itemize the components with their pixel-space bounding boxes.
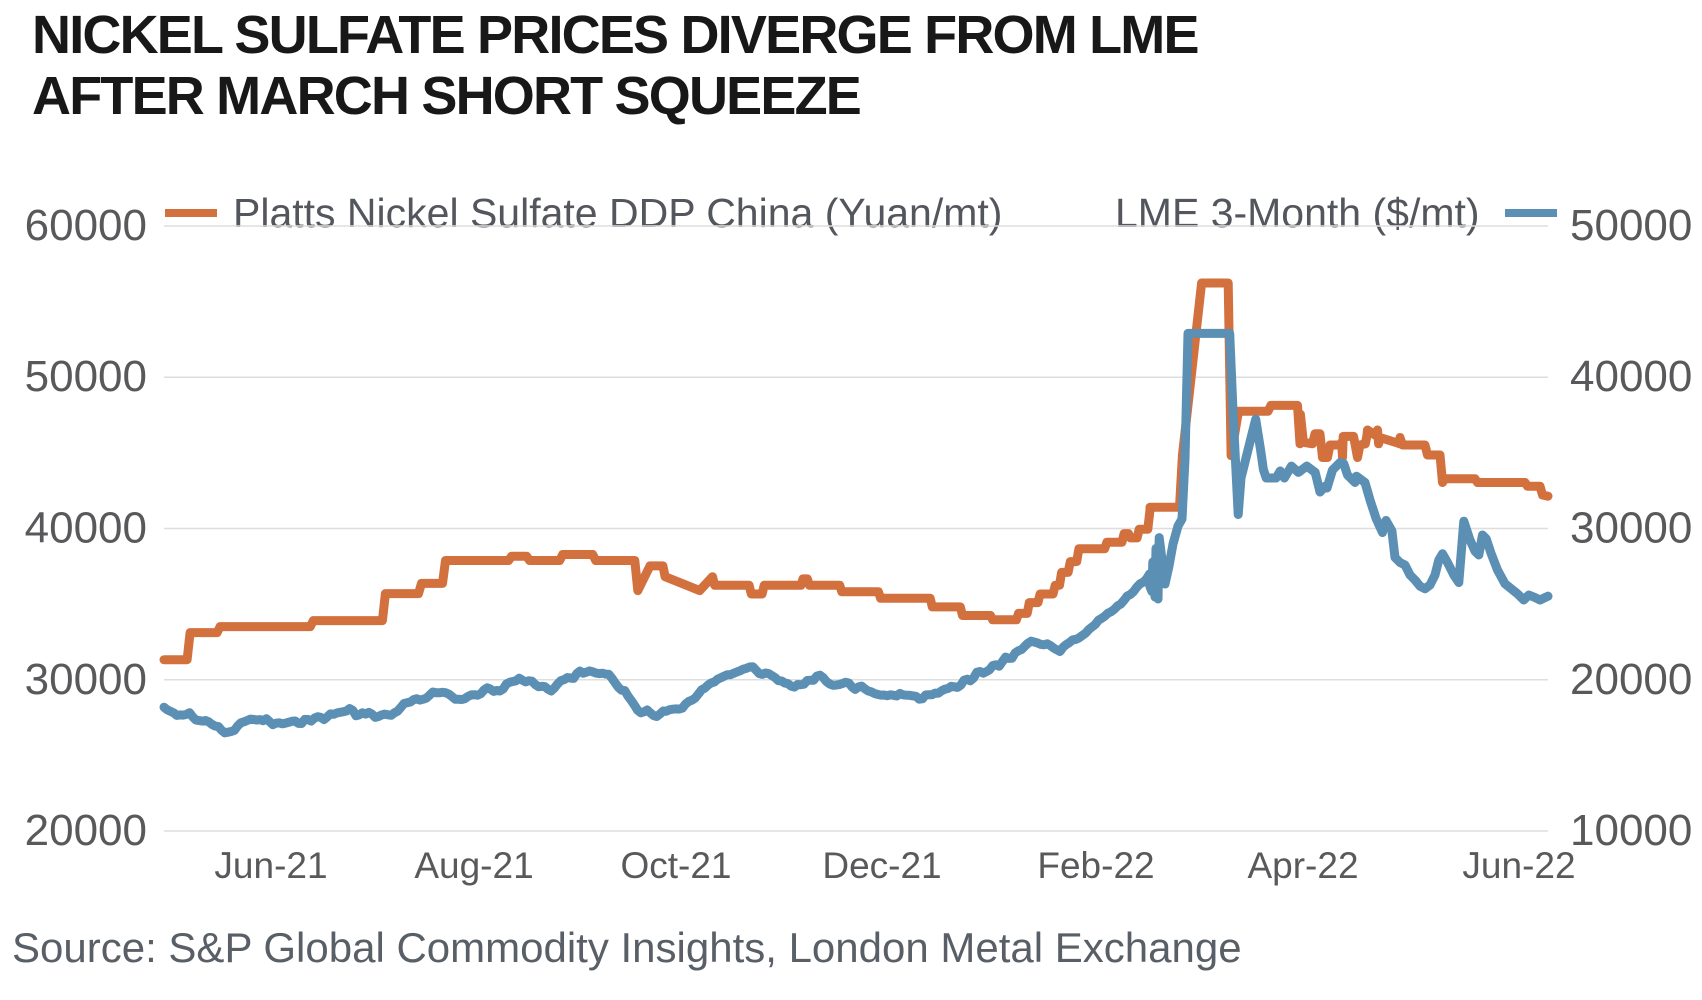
svg-text:30000: 30000 <box>1570 504 1692 553</box>
svg-text:Feb-22: Feb-22 <box>1037 845 1154 886</box>
svg-text:Apr-22: Apr-22 <box>1247 845 1358 886</box>
svg-text:10000: 10000 <box>1570 806 1692 855</box>
svg-text:Dec-21: Dec-21 <box>822 845 941 886</box>
svg-text:40000: 40000 <box>25 504 147 553</box>
svg-text:Aug-21: Aug-21 <box>414 845 533 886</box>
svg-text:50000: 50000 <box>25 352 147 401</box>
svg-text:Oct-21: Oct-21 <box>620 845 731 886</box>
svg-text:40000: 40000 <box>1570 352 1692 401</box>
svg-text:Jun-21: Jun-21 <box>214 845 327 886</box>
svg-text:Jun-22: Jun-22 <box>1462 845 1575 886</box>
svg-text:50000: 50000 <box>1570 201 1692 250</box>
svg-text:30000: 30000 <box>25 655 147 704</box>
svg-text:20000: 20000 <box>1570 655 1692 704</box>
svg-text:20000: 20000 <box>25 806 147 855</box>
svg-text:60000: 60000 <box>25 201 147 250</box>
